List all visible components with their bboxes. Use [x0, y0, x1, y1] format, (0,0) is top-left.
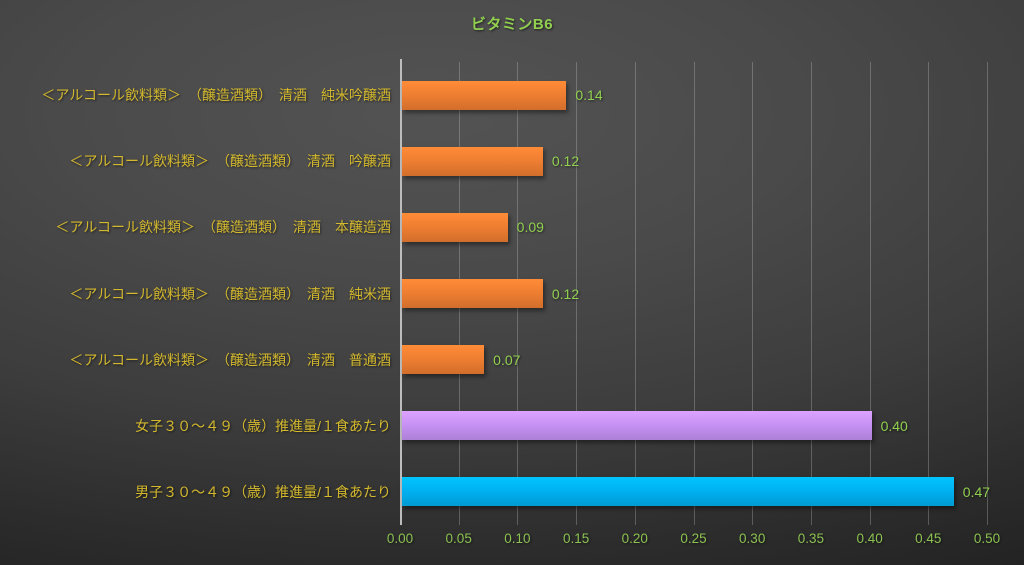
- bar-value-label: 0.07: [493, 351, 521, 368]
- category-label: ＜アルコール飲料類＞ （醸造酒類） 清酒 純米酒: [69, 285, 391, 302]
- gridline: [810, 62, 812, 525]
- bar-value-label: 0.14: [575, 87, 603, 104]
- category-label: ＜アルコール飲料類＞ （醸造酒類） 清酒 普通酒: [69, 351, 391, 368]
- x-tick-label: 0.20: [621, 531, 648, 546]
- category-label: ＜アルコール飲料類＞ （醸造酒類） 清酒 本醸造酒: [55, 219, 391, 236]
- x-tick-label: 0.00: [386, 531, 414, 546]
- gridline: [693, 62, 695, 525]
- gridline: [987, 62, 988, 525]
- gridline: [576, 62, 578, 525]
- x-tick-label: 0.15: [562, 531, 590, 546]
- bar: [402, 146, 543, 176]
- category-label: ＜アルコール飲料類＞ （醸造酒類） 清酒 純米吟醸酒: [41, 87, 391, 104]
- bar-value-label: 0.40: [880, 417, 908, 434]
- bar: [402, 80, 567, 110]
- bar: [402, 477, 954, 507]
- x-tick-label: 0.30: [739, 531, 766, 546]
- bar: [402, 345, 485, 375]
- bar-value-label: 0.12: [551, 153, 580, 170]
- category-label: ＜アルコール飲料類＞ （醸造酒類） 清酒 吟醸酒: [69, 153, 391, 170]
- plot-area: 0.14 0.12 0.09 0.12 0.07 0.40 0.47: [400, 59, 991, 525]
- chart-title: ビタミンB6: [470, 16, 554, 33]
- gridline: [928, 62, 930, 525]
- bar: [402, 279, 543, 308]
- bar-value-label: 0.09: [516, 219, 544, 236]
- bar: [402, 411, 872, 441]
- bar-value-label: 0.47: [962, 483, 991, 500]
- category-label: 男子３０～４９（歳）推進量/１食あたり: [135, 483, 391, 500]
- x-tick-label: 0.40: [856, 531, 883, 546]
- x-tick-label: 0.45: [915, 531, 942, 546]
- x-tick-label: 0.05: [445, 531, 472, 546]
- y-axis-line: [400, 59, 402, 525]
- gridline: [869, 62, 871, 525]
- category-axis-labels: ＜アルコール飲料類＞ （醸造酒類） 清酒 純米吟醸酒 ＜アルコール飲料類＞ （醸造…: [0, 62, 391, 525]
- bar: [402, 212, 508, 242]
- gridline: [634, 62, 636, 525]
- gridline: [752, 62, 754, 525]
- x-tick-label: 0.10: [504, 531, 531, 546]
- x-tick-label: 0.35: [797, 531, 825, 546]
- bar-value-label: 0.12: [551, 285, 580, 302]
- x-tick-label: 0.25: [680, 531, 707, 546]
- x-tick-label: 0.50: [973, 531, 1001, 546]
- category-label: 女子３０～４９（歳）推進量/１食あたり: [135, 417, 391, 434]
